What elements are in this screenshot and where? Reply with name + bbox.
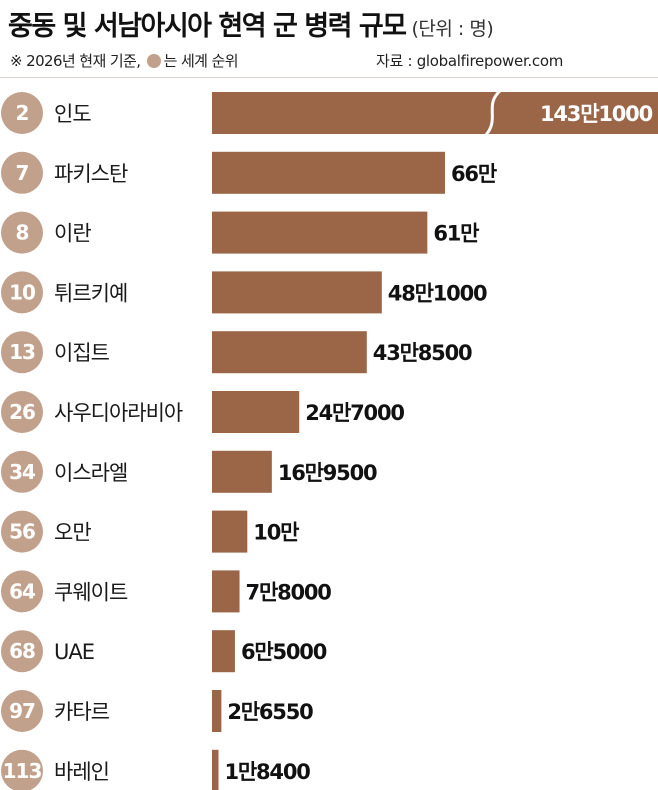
value-label: 61만 xyxy=(433,222,479,246)
rank-circle xyxy=(1,630,43,673)
value-label: 10만 xyxy=(253,521,299,545)
bar xyxy=(212,749,219,790)
category-label: 파키스탄 xyxy=(54,162,128,186)
rank-label: 56 xyxy=(9,520,35,544)
rank-circle xyxy=(1,151,43,194)
rank-circle xyxy=(1,331,43,374)
unit-label: (단위 : 명) xyxy=(411,18,494,40)
bar xyxy=(212,510,248,553)
rank-circle-legend-icon xyxy=(146,54,161,68)
rank-circle xyxy=(1,450,43,493)
source-label: 자료 : globalfirepower.com xyxy=(376,52,564,70)
chart-header: 중동 및 서남아시아 현역 군 병력 규모 (단위 : 명) ※ 2026년 현재… xyxy=(0,0,658,80)
category-label: 이스라엘 xyxy=(54,461,127,485)
value-label: 2만6550 xyxy=(227,700,313,724)
category-label: 이란 xyxy=(54,222,91,246)
rank-circle xyxy=(1,391,43,433)
category-label: 인도 xyxy=(54,102,91,126)
rank-label: 113 xyxy=(3,759,42,783)
value-label: 24만7000 xyxy=(305,401,404,425)
rank-circle xyxy=(1,92,43,134)
rank-label: 97 xyxy=(9,699,35,723)
note-prefix: ※ 2026년 현재 기준, xyxy=(10,52,141,70)
category-label: UAE xyxy=(54,640,94,664)
chart-title: 중동 및 서남아시아 현역 군 병력 규모 xyxy=(8,11,407,42)
bar xyxy=(212,151,445,194)
rank-label: 2 xyxy=(16,101,29,125)
rank-label: 13 xyxy=(9,340,35,364)
rank-label: 10 xyxy=(9,280,35,304)
value-label: 7만8000 xyxy=(246,580,332,604)
bar xyxy=(212,570,240,613)
category-label: 카타르 xyxy=(54,700,110,724)
rank-label: 34 xyxy=(9,460,35,484)
bar xyxy=(212,630,235,673)
rank-label: 68 xyxy=(9,639,35,663)
category-label: 쿠웨이트 xyxy=(54,580,128,604)
rank-label: 64 xyxy=(9,579,35,603)
note-suffix: 는 세계 순위 xyxy=(163,52,239,70)
note: ※ 2026년 현재 기준, 는 세계 순위 xyxy=(10,50,239,71)
value-label: 43만8500 xyxy=(373,341,472,365)
bar xyxy=(212,690,222,732)
bar xyxy=(212,450,272,493)
category-label: 튀르키예 xyxy=(54,281,127,305)
value-label: 48만1000 xyxy=(388,281,487,305)
title-row: 중동 및 서남아시아 현역 군 병력 규모 (단위 : 명) xyxy=(8,4,494,43)
bar xyxy=(212,331,367,374)
bar xyxy=(212,271,382,314)
axis-break-mark xyxy=(483,88,503,138)
bar xyxy=(212,92,658,134)
rank-circle xyxy=(1,271,43,314)
value-label: 66만 xyxy=(451,162,497,186)
value-label: 1만8400 xyxy=(224,760,310,784)
rank-circle xyxy=(1,211,43,254)
rank-circle xyxy=(1,749,43,790)
rank-circle xyxy=(1,510,43,553)
header-divider xyxy=(0,77,658,78)
rank-label: 26 xyxy=(9,400,35,424)
category-label: 오만 xyxy=(54,521,91,545)
value-label: 16만9500 xyxy=(278,461,377,485)
rank-circle xyxy=(1,570,43,613)
category-label: 사우디아라비아 xyxy=(54,401,183,425)
rank-label: 7 xyxy=(16,161,29,185)
rank-circle xyxy=(1,690,43,732)
category-label: 바레인 xyxy=(54,760,109,784)
value-label: 143만1000 xyxy=(540,102,653,126)
category-label: 이집트 xyxy=(54,341,110,365)
bar xyxy=(212,211,428,254)
value-label: 6만5000 xyxy=(241,640,327,664)
rank-label: 8 xyxy=(16,221,29,245)
bar xyxy=(212,391,300,433)
